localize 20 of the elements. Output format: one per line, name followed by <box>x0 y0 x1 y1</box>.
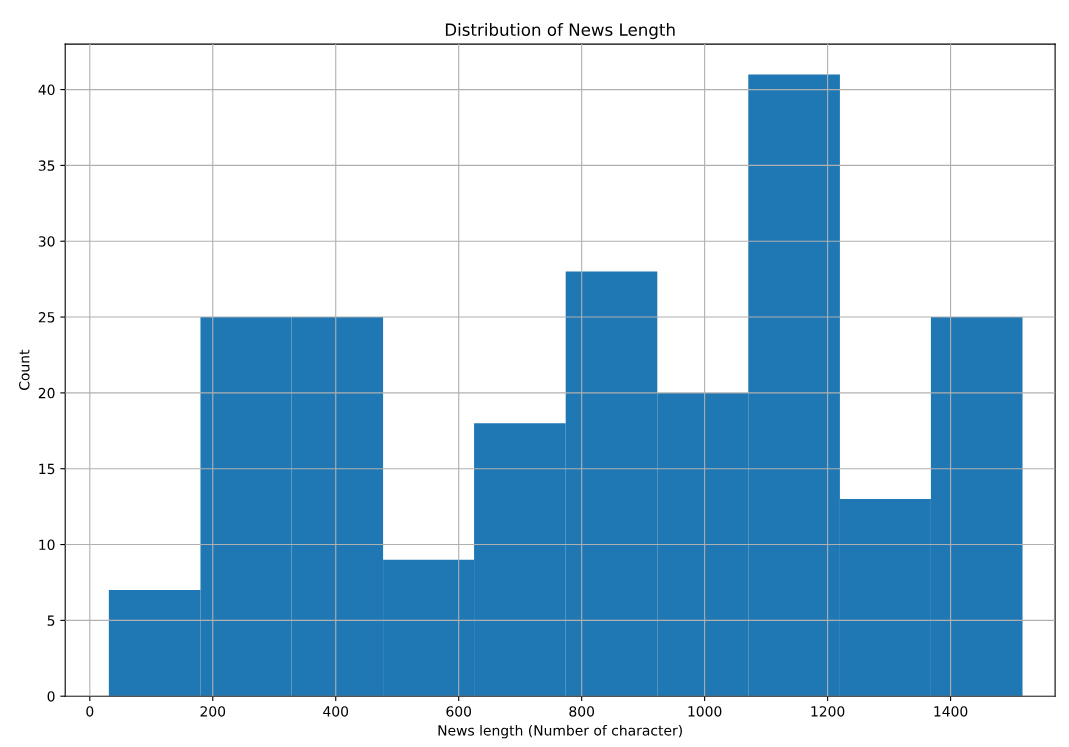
x-tick-label: 1400 <box>934 706 968 717</box>
chart-title: Distribution of News Length <box>445 23 675 40</box>
y-tick-label: 10 <box>39 539 55 551</box>
y-tick-label: 5 <box>47 615 55 626</box>
x-tick-label: 1200 <box>811 706 845 717</box>
y-tick-label: 0 <box>47 691 55 702</box>
x-tick-label: 400 <box>323 706 349 717</box>
y-tick-label: 30 <box>38 236 55 247</box>
y-tick-label: 40 <box>38 84 55 96</box>
y-axis-title: Count <box>19 349 30 390</box>
x-tick-label: 1000 <box>688 706 722 717</box>
y-tick-label: 35 <box>38 160 55 171</box>
y-tick-label: 20 <box>38 387 55 399</box>
y-tick-label: 25 <box>38 312 55 323</box>
x-tick-label: 0 <box>86 706 94 717</box>
y-tick-label: 15 <box>39 463 55 475</box>
x-tick-label: 800 <box>569 706 595 717</box>
x-tick-label: 600 <box>446 706 472 717</box>
x-axis-title: News length (Number of character) <box>438 724 682 739</box>
x-tick-label: 200 <box>200 706 226 717</box>
